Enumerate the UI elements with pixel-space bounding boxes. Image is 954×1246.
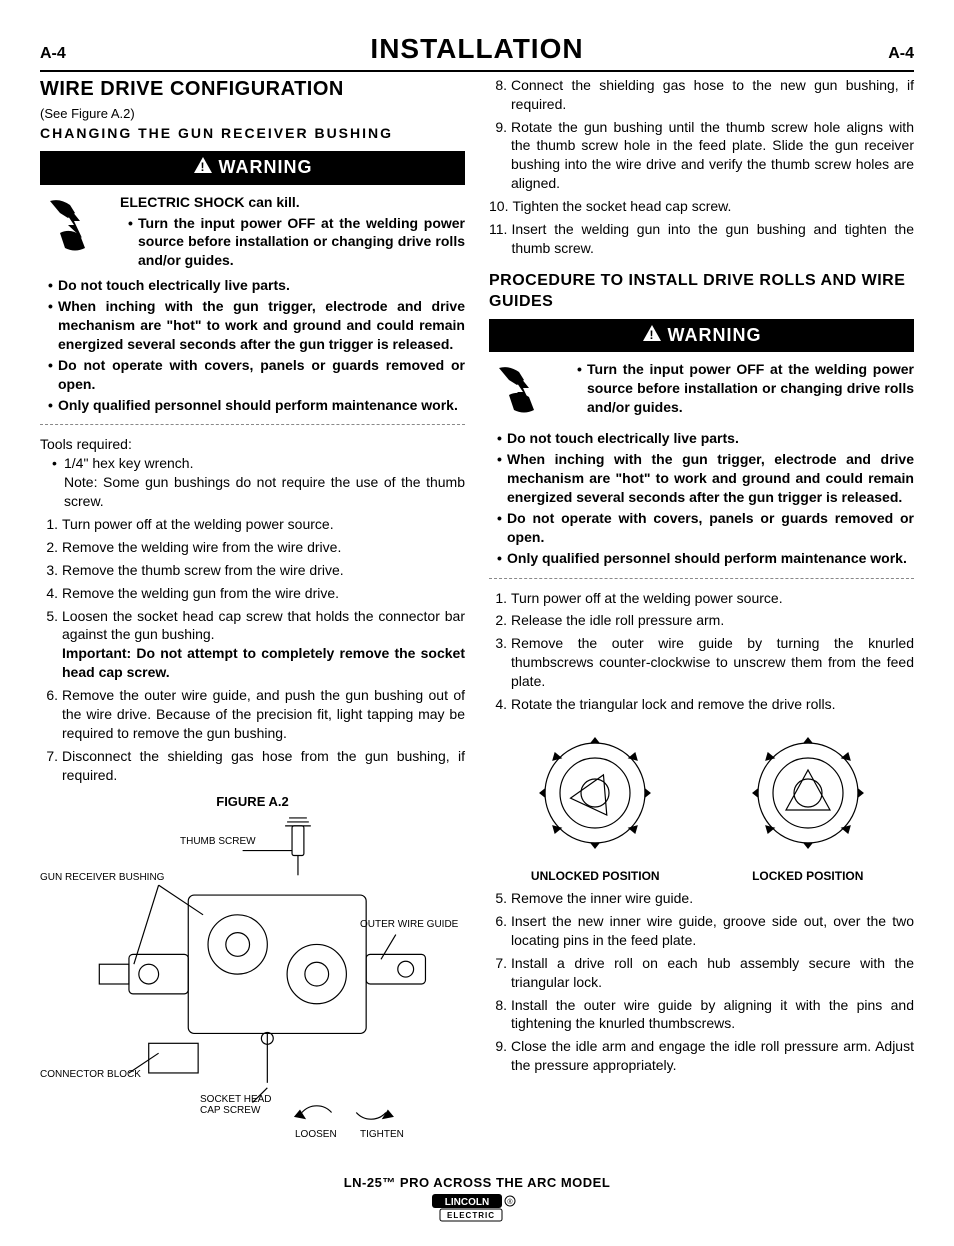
- warning-bullet: Only qualified personnel should perform …: [48, 396, 465, 415]
- step-item: 9.Close the idle arm and engage the idle…: [489, 1037, 914, 1075]
- shock-hazard-icon: [489, 360, 559, 425]
- warning-bullet: Only qualified personnel should perform …: [497, 549, 914, 568]
- warning-headline: ELECTRIC SHOCK can kill.: [120, 193, 465, 212]
- lincoln-electric-logo: LINCOLN ® ELECTRIC: [432, 1194, 522, 1227]
- warning-bullet: Do not touch electrically live parts.: [497, 429, 914, 448]
- step-item: 3.Remove the outer wire guide by turning…: [489, 634, 914, 691]
- fig-label-socket-head: SOCKET HEAD CAP SCREW: [200, 1094, 280, 1116]
- footer-model: LN-25™ PRO ACROSS THE ARC MODEL: [40, 1174, 914, 1192]
- warning-bullet: When inching with the gun trigger, elect…: [497, 450, 914, 507]
- important-note: Important: Do not attempt to completely …: [62, 645, 465, 680]
- step-item: 7.Disconnect the shielding gas hose from…: [40, 747, 465, 785]
- right-column: 8.Connect the shielding gas hose to the …: [489, 76, 914, 1154]
- tool-item: 1/4" hex key wrench.: [40, 454, 465, 473]
- fig-label-outer-wire: OUTER WIRE GUIDE: [360, 919, 458, 930]
- section-heading: WIRE DRIVE CONFIGURATION: [40, 76, 465, 103]
- warning-bullet: Turn the input power OFF at the welding …: [577, 360, 914, 417]
- step-item: 6.Remove the outer wire guide, and push …: [40, 686, 465, 743]
- step-item: 6.Insert the new inner wire guide, groov…: [489, 912, 914, 950]
- warning-text: ELECTRIC SHOCK can kill. Turn the input …: [120, 193, 465, 273]
- page-number-right: A-4: [854, 43, 914, 65]
- warning-label: WARNING: [668, 325, 762, 345]
- tools-label: Tools required:: [40, 435, 465, 454]
- divider: [40, 424, 465, 425]
- warning-bullet-list: Do not touch electrically live parts. Wh…: [40, 276, 465, 414]
- drive-roll-steps-a: 1.Turn power off at the welding power so…: [489, 589, 914, 714]
- gear-locked-icon: [738, 728, 878, 858]
- fig-label-tighten: TIGHTEN: [360, 1129, 404, 1140]
- step-item: 9.Rotate the gun bushing until the thumb…: [489, 118, 914, 194]
- figure-title: FIGURE A.2: [40, 793, 465, 811]
- warning-bullet-list: Do not touch electrically live parts. Wh…: [489, 429, 914, 567]
- svg-text:ELECTRIC: ELECTRIC: [447, 1211, 495, 1220]
- warning-triangle-icon: !: [193, 156, 213, 180]
- procedure-heading: PROCEDURE TO INSTALL DRIVE ROLLS AND WIR…: [489, 270, 914, 313]
- step-item: 3.Remove the thumb screw from the wire d…: [40, 561, 465, 580]
- step-item: 4.Rotate the triangular lock and remove …: [489, 695, 914, 714]
- page-header: A-4 INSTALLATION A-4: [40, 30, 914, 72]
- gear-locked: LOCKED POSITION: [738, 728, 878, 883]
- svg-text:!: !: [200, 160, 205, 174]
- divider: [489, 578, 914, 579]
- warning-block: Turn the input power OFF at the welding …: [489, 360, 914, 425]
- warning-block: ELECTRIC SHOCK can kill. Turn the input …: [40, 193, 465, 273]
- gear-unlocked: UNLOCKED POSITION: [525, 728, 665, 883]
- step-item: 10.Tighten the socket head cap screw.: [489, 197, 914, 216]
- figure-reference: (See Figure A.2): [40, 105, 465, 123]
- warning-label: WARNING: [219, 157, 313, 177]
- warning-bullet: Do not operate with covers, panels or gu…: [48, 356, 465, 394]
- warning-bullet: Turn the input power OFF at the welding …: [128, 214, 465, 271]
- left-column: WIRE DRIVE CONFIGURATION (See Figure A.2…: [40, 76, 465, 1154]
- procedure-steps-continued: 8.Connect the shielding gas hose to the …: [489, 76, 914, 258]
- svg-text:LINCOLN: LINCOLN: [445, 1197, 489, 1208]
- fig-label-connector: CONNECTOR BLOCK: [40, 1069, 141, 1080]
- step-item: 7.Install a drive roll on each hub assem…: [489, 954, 914, 992]
- gear-caption: LOCKED POSITION: [738, 869, 878, 883]
- step-item: 5.Loosen the socket head cap screw that …: [40, 607, 465, 683]
- step-item: 5.Remove the inner wire guide.: [489, 889, 914, 908]
- figure-a2: THUMB SCREW GUN RECEIVER BUSHING OUTER W…: [40, 814, 465, 1154]
- page-title: INSTALLATION: [100, 30, 854, 68]
- drive-roll-steps-b: 5.Remove the inner wire guide. 6.Insert …: [489, 889, 914, 1075]
- warning-bullet: Do not operate with covers, panels or gu…: [497, 509, 914, 547]
- step-item: 11.Insert the welding gun into the gun b…: [489, 220, 914, 258]
- step-item: 4.Remove the welding gun from the wire d…: [40, 584, 465, 603]
- step-item: 8.Connect the shielding gas hose to the …: [489, 76, 914, 114]
- warning-banner: ! WARNING: [40, 151, 465, 184]
- procedure-steps: 1.Turn power off at the welding power so…: [40, 515, 465, 785]
- tools-required: Tools required: 1/4" hex key wrench. Not…: [40, 435, 465, 511]
- content-columns: WIRE DRIVE CONFIGURATION (See Figure A.2…: [40, 76, 914, 1154]
- fig-label-loosen: LOOSEN: [295, 1129, 337, 1140]
- warning-bullet: When inching with the gun trigger, elect…: [48, 297, 465, 354]
- warning-bullet: Do not touch electrically live parts.: [48, 276, 465, 295]
- fig-label-gun-receiver: GUN RECEIVER BUSHING: [40, 872, 164, 883]
- gear-caption: UNLOCKED POSITION: [525, 869, 665, 883]
- svg-text:®: ®: [507, 1198, 513, 1206]
- step-item: 1.Turn power off at the welding power so…: [489, 589, 914, 608]
- gear-unlocked-icon: [525, 728, 665, 858]
- subsection-heading: CHANGING THE GUN RECEIVER BUSHING: [40, 124, 465, 143]
- gear-figures: UNLOCKED POSITION LOCKED POSITION: [489, 728, 914, 883]
- warning-triangle-icon: !: [642, 324, 662, 348]
- step-item: 2.Remove the welding wire from the wire …: [40, 538, 465, 557]
- warning-banner: ! WARNING: [489, 319, 914, 352]
- warning-text: Turn the input power OFF at the welding …: [569, 360, 914, 425]
- step-item: 2.Release the idle roll pressure arm.: [489, 611, 914, 630]
- svg-text:!: !: [649, 328, 654, 342]
- page-number-left: A-4: [40, 43, 100, 65]
- fig-label-thumb-screw: THUMB SCREW: [180, 836, 256, 847]
- step-item: 8.Install the outer wire guide by aligni…: [489, 996, 914, 1034]
- shock-hazard-icon: [40, 193, 110, 273]
- page-footer: LN-25™ PRO ACROSS THE ARC MODEL LINCOLN …: [40, 1174, 914, 1226]
- tool-note: Note: Some gun bushings do not require t…: [40, 473, 465, 511]
- step-item: 1.Turn power off at the welding power so…: [40, 515, 465, 534]
